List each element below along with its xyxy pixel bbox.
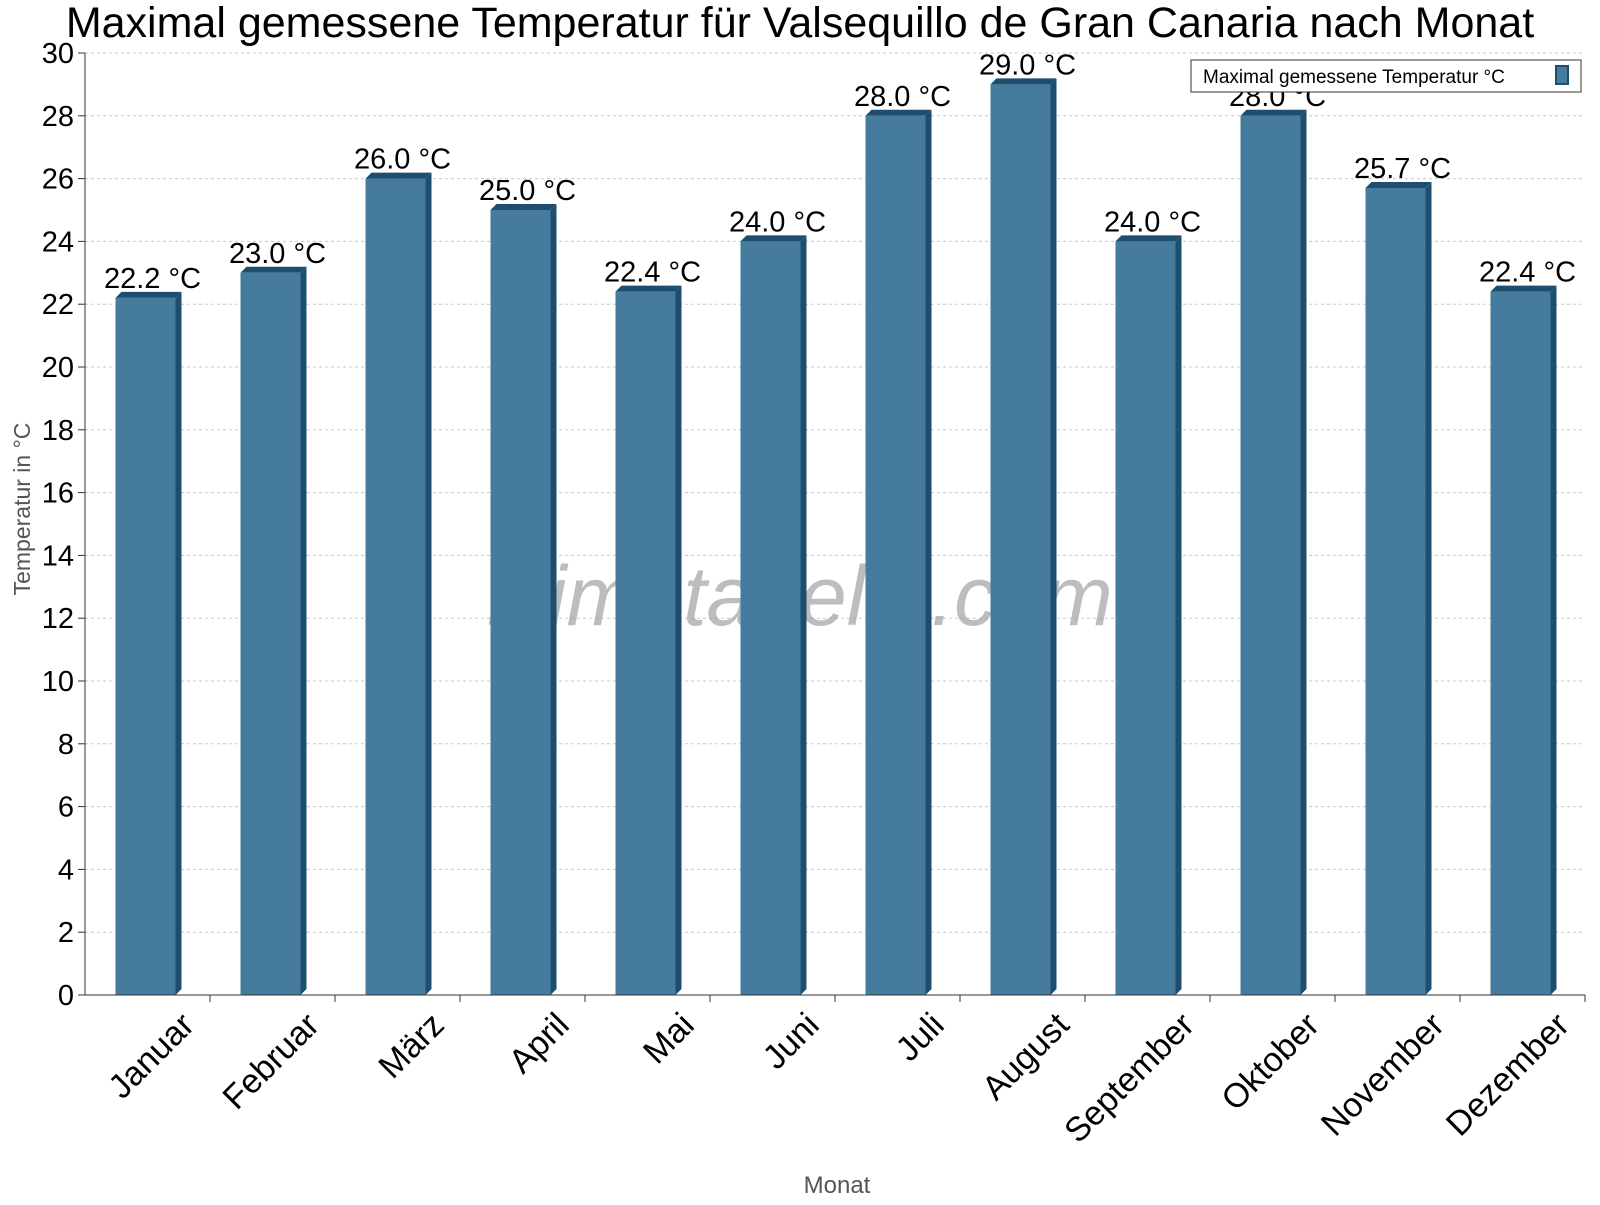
bar-top (365, 172, 432, 179)
bar-side (1425, 182, 1432, 995)
bar (240, 272, 301, 995)
legend-label: Maximal gemessene Temperatur °C (1203, 67, 1505, 88)
bar-top (740, 235, 807, 242)
y-tick-label: 18 (42, 415, 74, 447)
data-label: 22.2 °C (104, 263, 201, 295)
bar-top (240, 266, 307, 273)
data-label: 28.0 °C (854, 81, 951, 113)
bar-top (1115, 235, 1182, 242)
bar (1490, 291, 1551, 995)
bar-side (1300, 109, 1307, 996)
bar-top (490, 204, 557, 210)
y-tick-label: 22 (42, 289, 74, 321)
y-tick-label: 16 (42, 478, 74, 510)
y-tick-label: 4 (58, 854, 74, 886)
bar-series (115, 78, 1557, 996)
bar (865, 115, 926, 996)
bar (1365, 188, 1426, 995)
bar-side (1175, 235, 1182, 995)
y-tick-label: 14 (42, 540, 74, 572)
data-label: 24.0 °C (729, 206, 826, 238)
bar-side (1550, 285, 1557, 995)
data-label: 25.7 °C (1354, 153, 1451, 185)
data-label: 29.0 °C (979, 49, 1076, 81)
axes (78, 52, 1586, 1002)
data-labels: 22.2 °C 23.0 °C 26.0 °C 25.0 °C 22.4 °C 24.0 … (104, 49, 1576, 295)
legend: Maximal gemessene Temperatur °C (1190, 59, 1582, 93)
bar-side (800, 235, 807, 995)
data-label: 22.4 °C (1479, 257, 1576, 289)
bar-side (175, 291, 182, 995)
y-tick-label: 0 (58, 980, 74, 1012)
y-tick-label: 10 (42, 666, 74, 698)
bar-side (425, 172, 432, 996)
bar (115, 297, 176, 995)
legend-box (1190, 59, 1582, 93)
chart-title: Maximal gemessene Temperatur für Valsequ… (66, 0, 1534, 47)
bar (615, 291, 676, 995)
y-tick-label: 28 (42, 101, 74, 133)
legend-swatch (1555, 65, 1569, 85)
y-tick-label: 26 (42, 164, 74, 196)
bar-top (1240, 109, 1307, 116)
bar-top (1365, 182, 1432, 189)
bar (1240, 115, 1301, 996)
bar (990, 84, 1051, 995)
y-tick-label: 20 (42, 352, 74, 384)
data-label: 26.0 °C (354, 144, 451, 176)
x-axis-title: Monat (804, 1172, 871, 1199)
bar-top (615, 285, 682, 292)
bar-side (925, 109, 932, 996)
data-label: 23.0 °C (229, 238, 326, 270)
bar (365, 178, 426, 996)
bar-top (1490, 285, 1557, 292)
data-label: 24.0 °C (1104, 206, 1201, 238)
bar (1115, 241, 1176, 995)
data-label: 25.0 °C (479, 175, 576, 207)
grid-lines (85, 52, 1585, 933)
y-tick-label: 6 (58, 792, 74, 824)
bar-top (115, 291, 182, 298)
y-tick-label: 24 (42, 226, 74, 258)
bar-side (675, 285, 682, 995)
bar (490, 210, 551, 995)
y-tick-label: 30 (42, 38, 74, 70)
bar-top (865, 109, 932, 116)
bar-side (1050, 78, 1057, 995)
data-label: 22.4 °C (604, 257, 701, 289)
y-tick-label: 8 (58, 729, 74, 761)
bar (740, 241, 801, 995)
bar-side (300, 266, 307, 995)
bar-top (990, 78, 1057, 85)
bar-side (550, 204, 557, 995)
y-tick-label: 2 (58, 917, 74, 949)
y-tick-label: 12 (42, 603, 74, 635)
y-axis-title: Temperatur in °C (9, 423, 35, 596)
